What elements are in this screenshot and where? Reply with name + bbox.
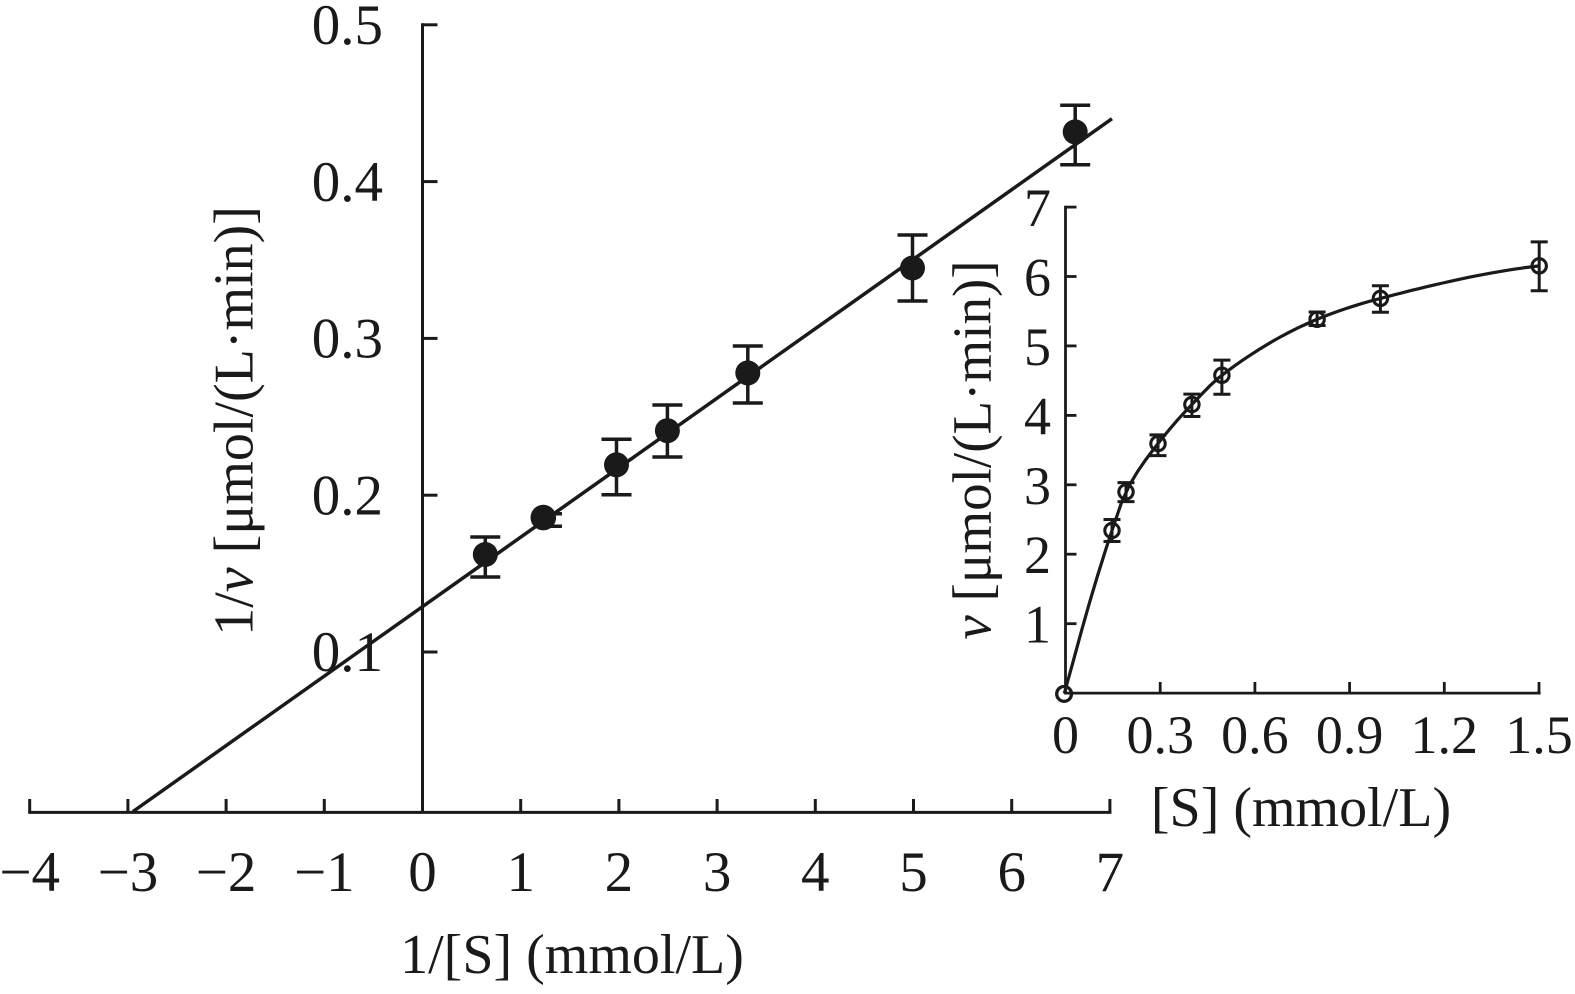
- svg-text:0.1: 0.1: [312, 621, 383, 684]
- svg-text:[S] (mmol/L): [S] (mmol/L): [1151, 777, 1451, 839]
- svg-text:5: 5: [899, 841, 928, 904]
- svg-text:2: 2: [1024, 525, 1051, 585]
- svg-text:0: 0: [408, 841, 437, 904]
- svg-text:−3: −3: [98, 841, 159, 904]
- svg-text:−1: −1: [294, 841, 355, 904]
- svg-text:0.6: 0.6: [1221, 705, 1289, 765]
- svg-text:7: 7: [1096, 841, 1125, 904]
- svg-text:0.3: 0.3: [1126, 705, 1194, 765]
- svg-text:1/[S] (mmol/L): 1/[S] (mmol/L): [400, 924, 744, 986]
- svg-text:0: 0: [1052, 705, 1079, 765]
- svg-text:3: 3: [1024, 456, 1051, 516]
- svg-text:4: 4: [801, 841, 830, 904]
- svg-text:1: 1: [506, 841, 535, 904]
- svg-text:2: 2: [605, 841, 634, 904]
- svg-text:7: 7: [1024, 178, 1051, 238]
- svg-text:1.2: 1.2: [1411, 705, 1479, 765]
- svg-text:−4: −4: [0, 841, 60, 904]
- svg-text:0.3: 0.3: [312, 308, 383, 371]
- svg-text:0.9: 0.9: [1316, 705, 1384, 765]
- svg-text:1: 1: [1024, 595, 1051, 655]
- svg-text:4: 4: [1024, 386, 1051, 446]
- svg-text:6: 6: [1024, 248, 1051, 308]
- svg-text:−2: −2: [196, 841, 257, 904]
- svg-text:1.5: 1.5: [1505, 705, 1573, 765]
- svg-text:0.4: 0.4: [312, 151, 383, 214]
- svg-text:5: 5: [1024, 317, 1051, 377]
- svg-text:3: 3: [703, 841, 732, 904]
- svg-text:1/v [μmol/(L·min)]: 1/v [μmol/(L·min)]: [204, 206, 266, 636]
- svg-text:6: 6: [997, 841, 1026, 904]
- svg-text:0.2: 0.2: [312, 464, 383, 527]
- svg-text:0.5: 0.5: [312, 0, 383, 57]
- svg-text:v [μmol/(L·min)]: v [μmol/(L·min)]: [942, 260, 1003, 639]
